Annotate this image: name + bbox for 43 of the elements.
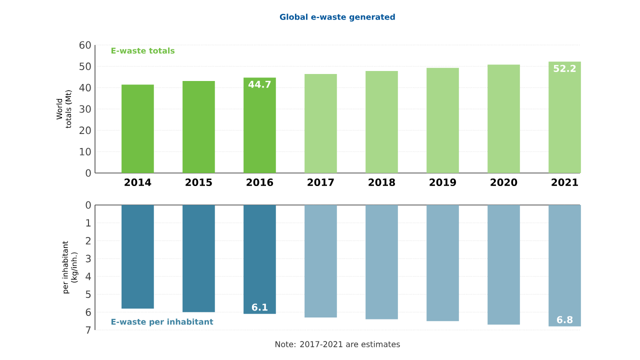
x-tick-label: 2015: [186, 178, 212, 186]
y-tick-label: 5: [86, 290, 91, 298]
data-label: 6.8: [556, 316, 573, 324]
y-tick-label: 6: [86, 308, 91, 316]
x-tick-label: 2020: [490, 178, 518, 186]
x-tick-label: 2018: [368, 178, 395, 186]
y-tick-label: 0: [86, 169, 91, 177]
bar: [426, 205, 459, 322]
x-tick-label: 2019: [430, 178, 456, 186]
y-tick-label: 20: [80, 126, 91, 134]
x-tick-label: 2016: [246, 178, 274, 186]
y-tick-label: 7: [86, 326, 91, 334]
y-tick-label: 1: [86, 219, 91, 226]
bar: [366, 71, 398, 173]
bar: [122, 84, 154, 173]
y-tick-label: 4: [86, 272, 91, 280]
bar: [488, 205, 520, 325]
y-tick-label: 50: [80, 62, 91, 70]
y-tick-label: 40: [79, 84, 91, 92]
y-tick-label: 0: [86, 201, 91, 209]
y-tick-label: 10: [80, 148, 91, 156]
bar: [182, 205, 215, 312]
bar: [304, 205, 337, 318]
bar: [366, 205, 398, 320]
bar: [122, 205, 154, 309]
y-tick-label: 30: [80, 105, 91, 113]
y-tick-label: 2: [86, 237, 90, 244]
bar: [244, 205, 276, 314]
bar: [488, 64, 520, 173]
bar: [548, 62, 581, 173]
x-tick-label: 2021: [552, 178, 578, 186]
bar: [548, 205, 581, 326]
bar: [426, 68, 459, 173]
data-label: 44.7: [248, 80, 271, 88]
x-tick-label: 2014: [124, 178, 152, 186]
data-label: 52.2: [554, 64, 576, 72]
bar: [304, 74, 337, 173]
bar: [244, 78, 276, 173]
x-tick-label: 2017: [308, 178, 334, 186]
y-tick-label: 3: [86, 254, 91, 262]
bar: [182, 81, 215, 173]
data-label: 6.1: [252, 304, 268, 311]
y-tick-label: 60: [80, 41, 91, 49]
